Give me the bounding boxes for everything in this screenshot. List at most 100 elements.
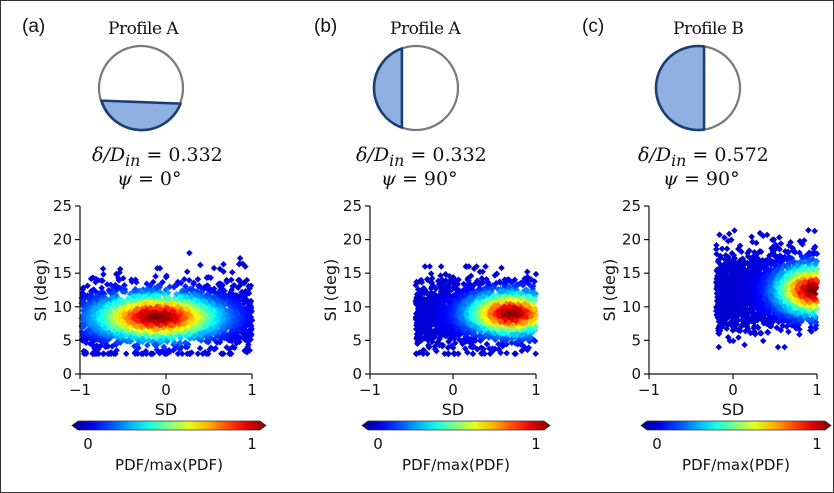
data-point [182,340,189,347]
colorbar-gradient [71,420,267,431]
data-point [459,340,466,348]
data-point [468,338,476,346]
data-point [131,301,138,308]
data-point [173,290,180,298]
data-point [244,321,252,328]
data-point [715,343,723,351]
data-point [454,350,462,358]
data-point [785,328,792,336]
data-point [425,343,433,350]
data-point [122,350,130,358]
density-points [78,249,256,358]
data-point [79,286,87,293]
data-point [452,317,460,325]
data-point [187,319,194,327]
data-point [147,282,154,289]
liquid-segment [100,99,182,132]
ratio-equation: δ/Din = 0.332 [356,144,487,170]
data-point [421,263,429,270]
data-point [805,226,812,234]
data-point [195,282,203,289]
data-point [420,313,428,320]
data-point [210,346,218,353]
data-point [80,323,88,331]
data-point [184,286,191,294]
data-point [194,350,202,358]
data-point [147,304,155,312]
data-point [230,282,238,289]
data-point [459,324,466,331]
data-point [195,314,202,321]
data-point [197,331,205,339]
data-point [86,334,93,342]
ratio-value: = 0.572 [692,144,769,166]
data-point [155,292,162,299]
data-point [182,310,190,317]
data-point [130,292,138,300]
data-point [413,350,420,358]
data-point [532,270,540,278]
y-tick-label: 0 [62,365,72,383]
data-point [467,272,475,280]
data-point [477,317,485,325]
data-point [423,350,431,358]
data-point [197,320,204,327]
data-point [189,326,196,333]
y-tick-label: 20 [53,231,72,249]
data-point [503,349,510,357]
data-point [227,288,234,296]
data-point [203,274,211,282]
data-point [450,291,458,299]
data-point [220,350,227,358]
data-point [420,284,427,292]
data-point [470,314,477,321]
data-point [220,315,227,323]
data-point [117,332,125,340]
ratio-subscript: in [671,150,687,170]
profile-title: Profile A [108,19,179,39]
colorbar-gradient [361,420,551,431]
data-point [462,287,470,294]
data-point [183,293,190,301]
ratio-value: = 0.332 [146,144,223,166]
data-point [445,297,453,304]
data-point [231,344,238,352]
data-point [248,325,255,332]
data-point [203,338,211,345]
data-point [194,293,202,300]
data-point [230,333,238,340]
data-point [496,288,504,295]
data-point [150,333,157,340]
data-point [440,283,447,291]
data-point [443,306,450,314]
data-point [499,295,507,302]
x-tick-label: 1 [247,381,257,399]
data-point [209,300,216,308]
y-tick-label: 25 [343,197,362,215]
data-point [197,261,204,269]
data-point [241,347,248,354]
density-points [412,263,540,358]
profile-title: Profile A [390,19,461,39]
data-point [447,318,455,325]
data-point [469,350,477,358]
data-point [759,337,767,345]
y-tick-label: 10 [343,298,362,316]
data-point [417,276,425,284]
data-point [181,320,189,328]
data-point [160,343,168,351]
data-point [165,305,172,313]
data-point [185,330,192,338]
data-point [194,297,202,304]
data-point [418,337,425,344]
data-point [182,314,189,321]
data-point [508,289,516,297]
data-point [524,268,531,276]
ratio-subscript: in [389,150,405,170]
data-point [451,297,458,305]
data-point [511,350,518,358]
data-point [499,342,507,350]
data-point [118,317,125,325]
data-point [221,301,229,308]
